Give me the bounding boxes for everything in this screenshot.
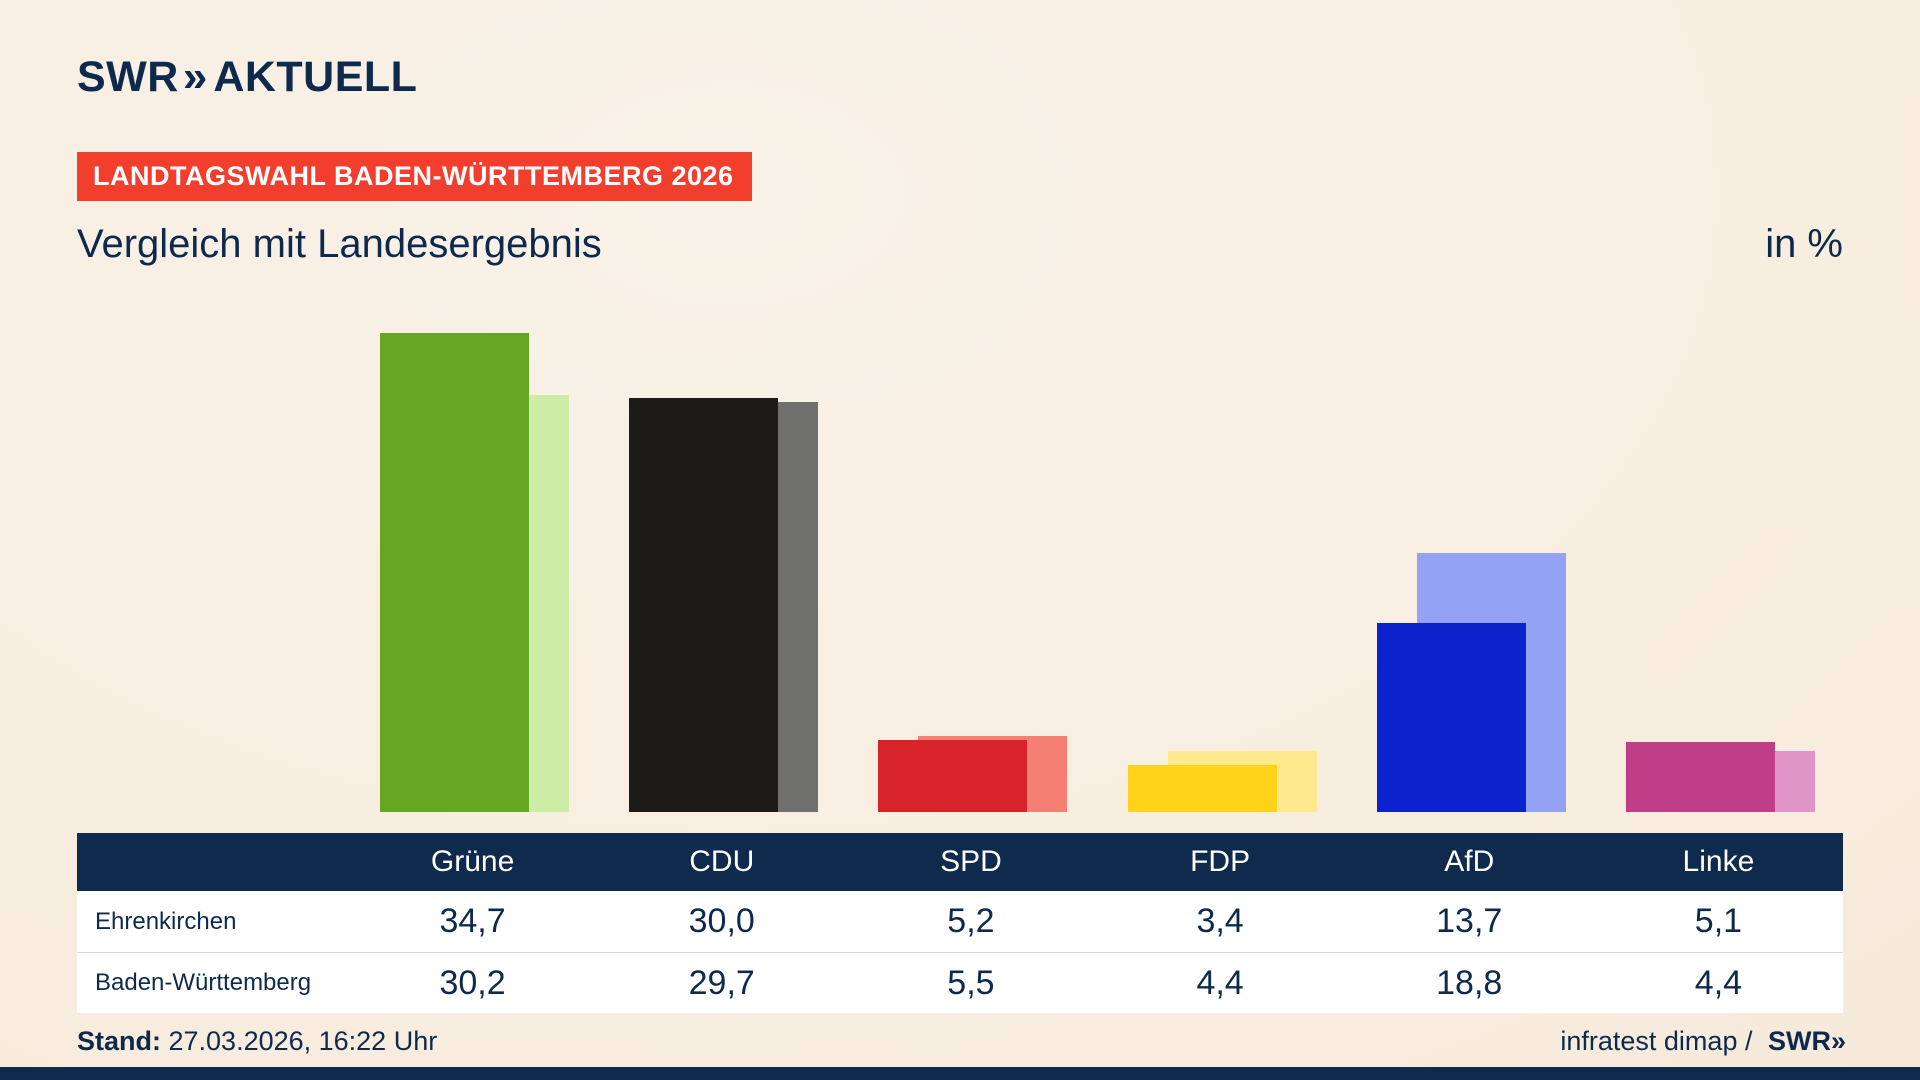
value-Ehrenkirchen-FDP: 3,4 (1196, 902, 1244, 940)
credit-swr-logo: SWR» (1767, 1026, 1846, 1056)
chevrons-icon: » (1830, 1026, 1846, 1056)
value-Baden-Württemberg-FDP: 4,4 (1196, 963, 1244, 1002)
value-Ehrenkirchen-Grüne: 34,7 (439, 902, 506, 940)
bar-chart (77, 292, 1843, 812)
bar-local-FDP (1127, 765, 1277, 812)
page-title: Vergleich mit Landesergebnis (77, 222, 602, 266)
table-row-Baden-Württemberg: Baden-Württemberg 30,2 29,7 5,5 4,4 18,8 4,4 (77, 952, 1843, 1013)
bar-local-SPD (878, 740, 1028, 812)
election-badge: LANDTAGSWAHL BADEN-WÜRTTEMBERG 2026 (77, 152, 752, 201)
swr-aktuell-logo: SWR » AKTUELL (77, 52, 417, 102)
value-Ehrenkirchen-AfD: 13,7 (1436, 902, 1503, 940)
value-Ehrenkirchen-Linke: 5,1 (1694, 902, 1743, 940)
value-Ehrenkirchen-SPD: 5,2 (947, 902, 995, 940)
header-party-SPD: SPD (940, 845, 1002, 878)
value-Baden-Württemberg-SPD: 5,5 (947, 963, 995, 1002)
value-Ehrenkirchen-CDU: 30,0 (688, 902, 755, 940)
header-party-Grüne: Grüne (430, 845, 515, 878)
chevrons-icon: » (182, 52, 208, 101)
stand-label: Stand: (77, 1026, 161, 1056)
stand-timestamp: Stand: 27.03.2026, 16:22 Uhr (77, 1026, 437, 1057)
bottom-navy-strip (0, 1067, 1920, 1080)
value-Baden-Württemberg-AfD: 18,8 (1436, 963, 1503, 1002)
header-party-Linke: Linke (1682, 845, 1755, 878)
bar-local-AfD (1376, 622, 1526, 812)
value-Baden-Württemberg-Linke: 4,4 (1694, 963, 1743, 1002)
header-party-AfD: AfD (1444, 845, 1495, 878)
value-Baden-Württemberg-CDU: 29,7 (688, 963, 755, 1002)
table-row-Ehrenkirchen: Ehrenkirchen 34,7 30,0 5,2 3,4 13,7 5,1 (77, 891, 1843, 952)
row-label: Ehrenkirchen (95, 907, 237, 935)
unit-label: in % (1765, 222, 1843, 266)
stand-value: 27.03.2026, 16:22 Uhr (161, 1026, 438, 1056)
bar-local-CDU (629, 398, 779, 812)
footer: Stand: 27.03.2026, 16:22 Uhr infratest d… (77, 1026, 1846, 1057)
logo-aktuell-text: AKTUELL (213, 52, 418, 101)
bar-local-Grüne (380, 333, 529, 812)
value-Baden-Württemberg-Grüne: 30,2 (439, 963, 506, 1002)
title-row: Vergleich mit Landesergebnis in % (77, 222, 1843, 267)
credit-text: infratest dimap / (1560, 1026, 1760, 1056)
bar-local-Linke (1626, 741, 1775, 812)
table-header-row: Grüne CDU SPD FDP AfD Linke (77, 833, 1843, 891)
header-party-CDU: CDU (689, 845, 755, 878)
results-table: Grüne CDU SPD FDP AfD Linke Ehrenkirchen 34,7 30… (77, 833, 1843, 1013)
header-party-FDP: FDP (1190, 845, 1251, 878)
source-credit: infratest dimap / SWR» (1560, 1026, 1846, 1057)
row-label: Baden-Württemberg (95, 969, 312, 996)
logo-swr-text: SWR (77, 52, 179, 101)
